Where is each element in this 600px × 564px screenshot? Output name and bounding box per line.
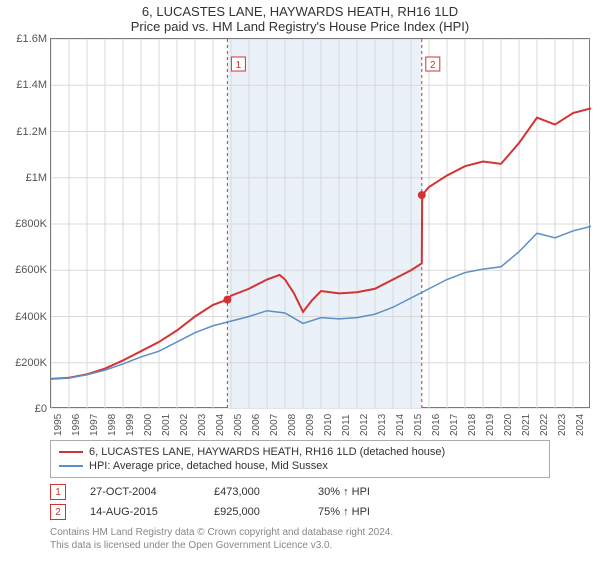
chart-title-line2: Price paid vs. HM Land Registry's House … (0, 19, 600, 34)
legend-item: HPI: Average price, detached house, Mid … (59, 459, 541, 473)
marker-price: £473,000 (214, 486, 294, 498)
x-tick-label: 1996 (71, 414, 82, 436)
y-tick-label: £0 (35, 403, 47, 415)
x-tick-label: 2013 (377, 414, 388, 436)
x-tick-label: 1999 (125, 414, 136, 436)
footnote-line1: Contains HM Land Registry data © Crown c… (50, 526, 550, 539)
x-tick-label: 2023 (557, 414, 568, 436)
y-tick-label: £1M (26, 172, 47, 184)
x-axis-ticks: 1995 1996 1997 1998 1999 2000 2001 2002 2003 2004… (50, 408, 590, 438)
x-tick-label: 2004 (215, 414, 226, 436)
marker-badge: 1 (50, 484, 66, 500)
x-tick-label: 2009 (305, 414, 316, 436)
x-tick-label: 2022 (539, 414, 550, 436)
x-tick-label: 1998 (107, 414, 118, 436)
marker-pct: 30% ↑ HPI (318, 486, 418, 498)
footnote-line2: This data is licensed under the Open Gov… (50, 539, 550, 552)
svg-text:1: 1 (236, 60, 242, 71)
x-tick-label: 2012 (359, 414, 370, 436)
x-tick-label: 1997 (89, 414, 100, 436)
svg-text:2: 2 (430, 60, 436, 71)
marker-date: 14-AUG-2015 (90, 506, 190, 518)
x-tick-label: 2002 (179, 414, 190, 436)
x-tick-label: 2010 (323, 414, 334, 436)
x-tick-label: 2005 (233, 414, 244, 436)
y-tick-label: £1.2M (16, 126, 47, 138)
chart-plot-area: £0£200K£400K£600K£800K£1M£1.2M£1.4M£1.6M… (50, 38, 590, 408)
marker-badge: 2 (50, 504, 66, 520)
marker-price: £925,000 (214, 506, 294, 518)
y-tick-label: £1.6M (16, 33, 47, 45)
x-tick-label: 2001 (161, 414, 172, 436)
x-tick-label: 2019 (485, 414, 496, 436)
legend-label: 6, LUCASTES LANE, HAYWARDS HEATH, RH16 1… (89, 446, 445, 458)
legend: 6, LUCASTES LANE, HAYWARDS HEATH, RH16 1… (50, 440, 550, 478)
y-tick-label: £600K (15, 264, 47, 276)
y-tick-label: £800K (15, 218, 47, 230)
x-tick-label: 2006 (251, 414, 262, 436)
marker-table: 1 27-OCT-2004 £473,000 30% ↑ HPI 2 14-AUG-201… (50, 482, 550, 522)
x-tick-label: 2017 (449, 414, 460, 436)
x-tick-label: 2024 (575, 414, 586, 436)
x-tick-label: 2021 (521, 414, 532, 436)
chart-title-line1: 6, LUCASTES LANE, HAYWARDS HEATH, RH16 1… (0, 4, 600, 19)
y-tick-label: £1.4M (16, 79, 47, 91)
x-tick-label: 1995 (53, 414, 64, 436)
x-tick-label: 2016 (431, 414, 442, 436)
marker-table-row: 2 14-AUG-2015 £925,000 75% ↑ HPI (50, 502, 550, 522)
x-tick-label: 2000 (143, 414, 154, 436)
x-tick-label: 2011 (341, 414, 352, 436)
y-tick-label: £400K (15, 311, 47, 323)
x-tick-label: 2015 (413, 414, 424, 436)
marker-pct: 75% ↑ HPI (318, 506, 418, 518)
legend-swatch (59, 451, 83, 453)
legend-label: HPI: Average price, detached house, Mid … (89, 460, 328, 472)
marker-date: 27-OCT-2004 (90, 486, 190, 498)
x-tick-label: 2008 (287, 414, 298, 436)
marker-table-row: 1 27-OCT-2004 £473,000 30% ↑ HPI (50, 482, 550, 502)
y-tick-label: £200K (15, 357, 47, 369)
x-tick-label: 2018 (467, 414, 478, 436)
footnote: Contains HM Land Registry data © Crown c… (50, 526, 550, 552)
x-tick-label: 2014 (395, 414, 406, 436)
legend-item: 6, LUCASTES LANE, HAYWARDS HEATH, RH16 1… (59, 445, 541, 459)
x-tick-label: 2020 (503, 414, 514, 436)
legend-swatch (59, 465, 83, 467)
x-tick-label: 2003 (197, 414, 208, 436)
x-tick-label: 2007 (269, 414, 280, 436)
